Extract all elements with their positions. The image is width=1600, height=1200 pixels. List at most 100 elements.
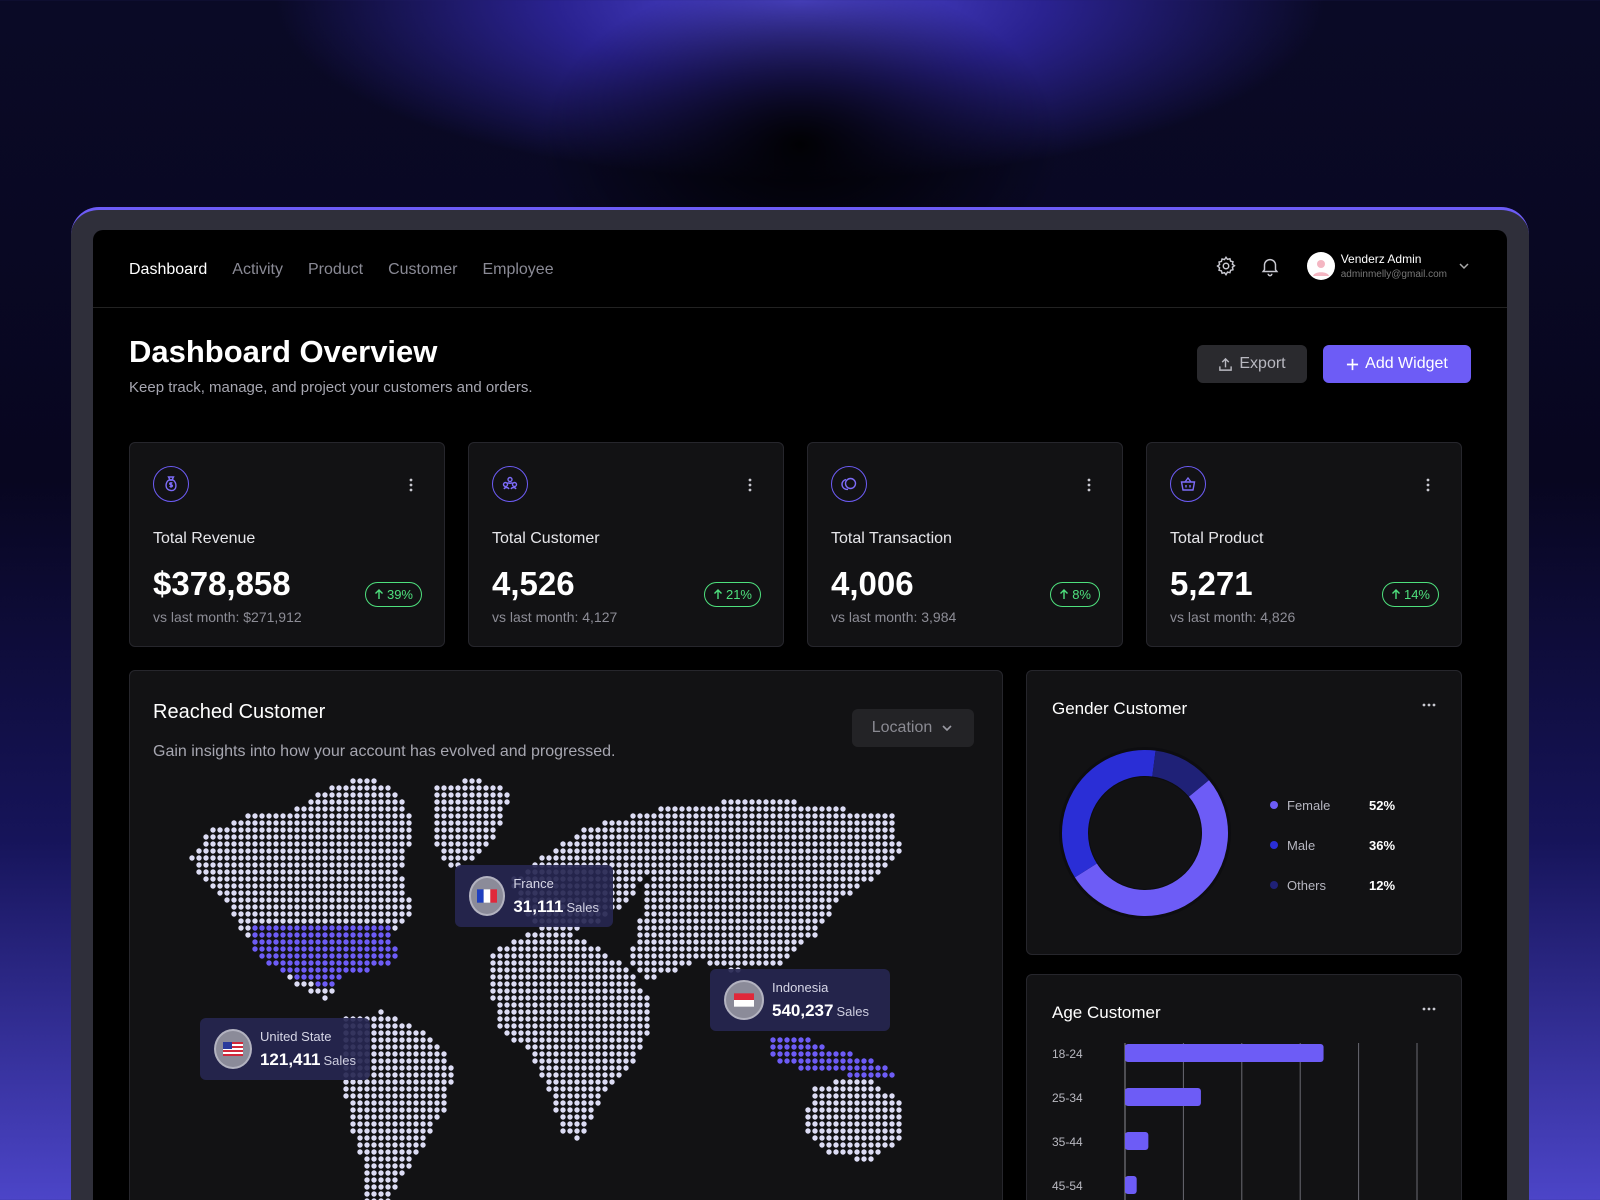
- export-button[interactable]: Export: [1197, 345, 1307, 383]
- map-dot: [273, 904, 279, 910]
- map-dot: [875, 1128, 881, 1134]
- more-options-button[interactable]: [1419, 475, 1437, 495]
- add-widget-button[interactable]: Add Widget: [1323, 345, 1471, 383]
- map-dot: [854, 813, 860, 819]
- map-dot: [385, 1058, 391, 1064]
- flag-indonesia-icon: [724, 980, 764, 1020]
- map-dot: [210, 869, 216, 875]
- map-dot: [574, 1023, 580, 1029]
- map-dot: [371, 1128, 377, 1134]
- map-dot: [378, 1093, 384, 1099]
- map-dot: [889, 1142, 895, 1148]
- profile-menu[interactable]: Venderz Admin adminmelly@gmail.com: [1306, 252, 1471, 280]
- map-dot: [784, 855, 790, 861]
- map-dot: [595, 848, 601, 854]
- map-dot: [672, 939, 678, 945]
- map-dot: [728, 904, 734, 910]
- map-dot: [637, 1016, 643, 1022]
- map-dot: [259, 918, 265, 924]
- map-dot: [791, 925, 797, 931]
- map-dot: [868, 848, 874, 854]
- map-dot: [847, 820, 853, 826]
- map-dot: [420, 1044, 426, 1050]
- map-dot: [791, 1051, 797, 1057]
- map-dot: [770, 876, 776, 882]
- nav-dashboard[interactable]: Dashboard: [129, 261, 208, 278]
- more-options-button[interactable]: [1419, 1003, 1439, 1015]
- location-dropdown[interactable]: Location: [852, 709, 974, 747]
- ellipsis-icon: [1422, 703, 1436, 707]
- map-dot: [364, 890, 370, 896]
- map-dot: [588, 1023, 594, 1029]
- more-options-button[interactable]: [1419, 699, 1439, 711]
- map-dot: [371, 1121, 377, 1127]
- map-dot: [560, 855, 566, 861]
- map-dot: [308, 834, 314, 840]
- map-dot: [588, 841, 594, 847]
- map-dot: [385, 939, 391, 945]
- map-dot: [749, 911, 755, 917]
- map-dot: [392, 1135, 398, 1141]
- nav-activity[interactable]: Activity: [232, 261, 283, 278]
- map-dot: [448, 862, 454, 868]
- map-dot: [273, 918, 279, 924]
- nav-product[interactable]: Product: [307, 261, 364, 278]
- map-dot: [854, 869, 860, 875]
- map-dot: [525, 1037, 531, 1043]
- more-options-button[interactable]: [741, 475, 759, 495]
- map-dot: [721, 869, 727, 875]
- map-dot: [847, 876, 853, 882]
- more-options-button[interactable]: [1080, 475, 1098, 495]
- map-dot: [385, 799, 391, 805]
- map-dot: [679, 806, 685, 812]
- map-dot: [861, 1156, 867, 1162]
- map-dot: [707, 841, 713, 847]
- notifications-button[interactable]: [1257, 253, 1283, 279]
- map-dot: [644, 890, 650, 896]
- map-dot: [406, 1051, 412, 1057]
- map-dot: [861, 1072, 867, 1078]
- map-dot: [378, 1037, 384, 1043]
- map-dot: [336, 932, 342, 938]
- map-dot: [630, 834, 636, 840]
- map-dot: [700, 806, 706, 812]
- map-dot: [763, 939, 769, 945]
- nav-customer[interactable]: Customer: [388, 261, 458, 278]
- map-dot: [854, 1100, 860, 1106]
- map-dot: [357, 1121, 363, 1127]
- map-dot: [497, 960, 503, 966]
- map-dot: [413, 1121, 419, 1127]
- nav-employee[interactable]: Employee: [482, 261, 554, 278]
- map-dot: [357, 806, 363, 812]
- map-dot: [630, 981, 636, 987]
- map-dot: [581, 827, 587, 833]
- map-dot: [735, 834, 741, 840]
- map-dot: [602, 841, 608, 847]
- map-dot: [651, 911, 657, 917]
- settings-button[interactable]: [1213, 253, 1239, 279]
- map-dot: [854, 1156, 860, 1162]
- map-dot: [882, 1128, 888, 1134]
- map-dot: [532, 1016, 538, 1022]
- map-dot: [749, 890, 755, 896]
- more-options-button[interactable]: [402, 475, 420, 495]
- map-dot: [518, 981, 524, 987]
- map-dot: [595, 1037, 601, 1043]
- map-dot: [392, 799, 398, 805]
- map-dot: [742, 813, 748, 819]
- map-dot: [364, 904, 370, 910]
- map-dot: [756, 820, 762, 826]
- map-dot: [336, 918, 342, 924]
- map-dot: [511, 953, 517, 959]
- map-dot: [574, 981, 580, 987]
- map-dot: [287, 883, 293, 889]
- map-dot: [798, 883, 804, 889]
- map-dot: [497, 799, 503, 805]
- map-dot: [259, 813, 265, 819]
- map-dot: [539, 1009, 545, 1015]
- map-dot: [623, 981, 629, 987]
- map-dot: [763, 946, 769, 952]
- map-dot: [378, 1128, 384, 1134]
- map-dot: [217, 883, 223, 889]
- map-dot: [553, 1086, 559, 1092]
